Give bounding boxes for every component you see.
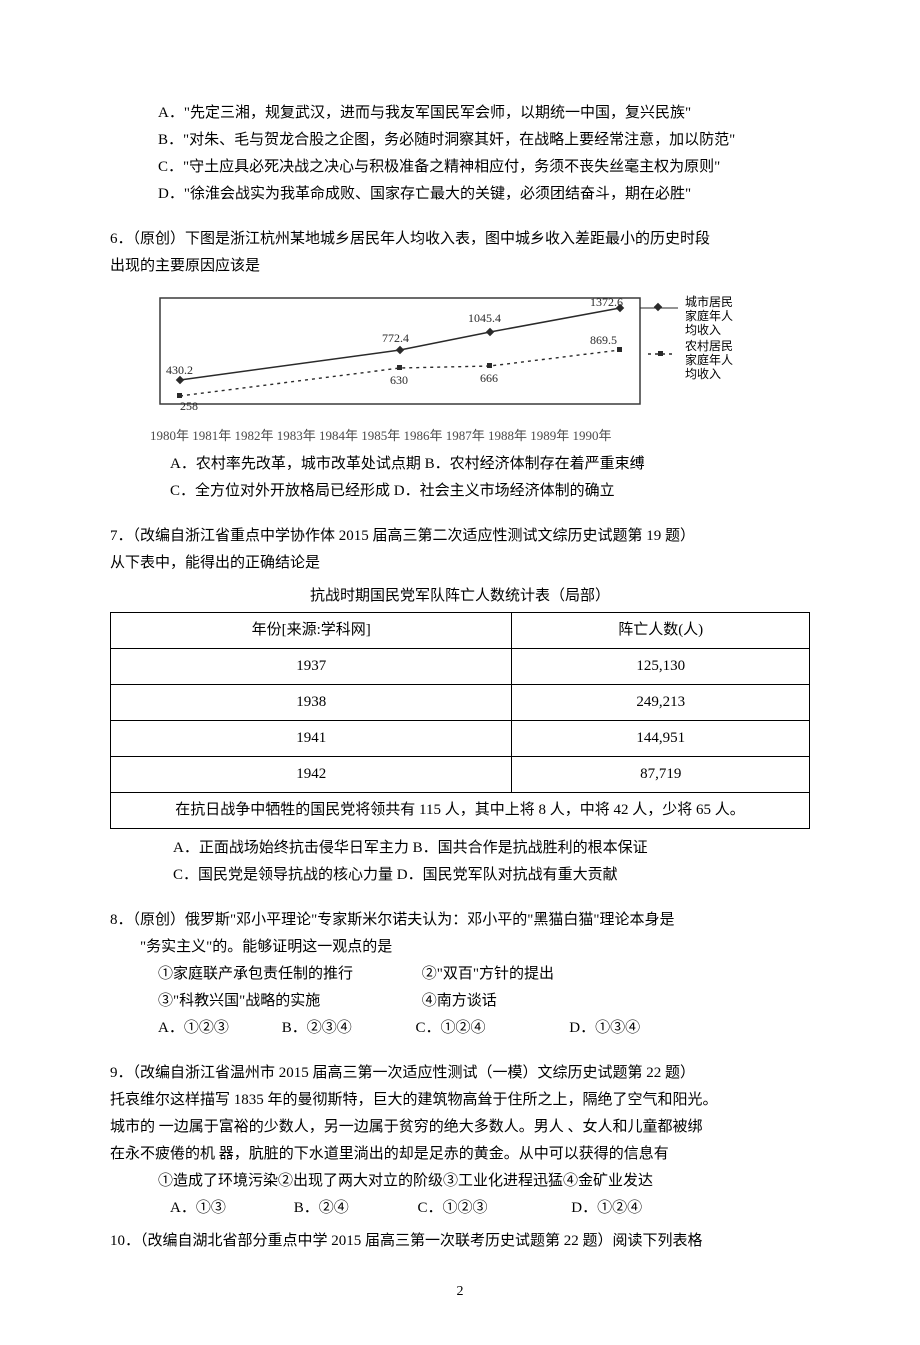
q7-stem-2: 从下表中，能得出的正确结论是 [110,550,810,577]
svg-text:城市居民: 城市居民 [685,294,733,309]
q7-opts-2: C．国民党是领导抗战的核心力量 D．国民党军队对抗战有重大贡献 [110,862,810,889]
q8-items-row1: ①家庭联产承包责任制的推行 ②"双百"方针的提出 [110,961,810,988]
table-row: 1938 249,213 [111,685,810,721]
q7-table: 年份[来源:学科网] 阵亡人数(人) 1937 125,130 1938 249… [110,612,810,829]
cell-year: 1941 [111,721,512,757]
svg-text:农村居民: 农村居民 [685,339,733,353]
q7-table-title: 抗战时期国民党军队阵亡人数统计表（局部） [110,583,810,610]
q9-body-1: 托哀维尔这样描写 1835 年的曼彻斯特，巨大的建筑物高耸于住所之上，隔绝了空气… [110,1087,810,1114]
page-number: 2 [110,1279,810,1304]
q9-items: ①造成了环境污染②出现了两大对立的阶级③工业化进程迅猛④金矿业发达 [110,1168,810,1195]
q5-opt-c: C．"守土应具必死决战之决心与积极准备之精神相应付，务须不丧失丝毫主权为原则" [110,154,810,181]
q8-items-row2: ③"科教兴国"战略的实施 ④南方谈话 [110,988,810,1015]
q5-opt-b: B．"对朱、毛与贺龙合股之企图，务必随时洞察其奸，在战略上要经常注意，加以防范" [110,127,810,154]
q8-item-4: ④南方谈话 [422,988,497,1015]
q8-stem-1: 8．（原创）俄罗斯"邓小平理论"专家斯米尔诺夫认为：邓小平的"黑猫白猫"理论本身… [110,907,810,934]
q9-body-2: 城市的 一边属于富裕的少数人，另一边属于贫穷的绝大多数人。男人 、女人和儿童都被… [110,1114,810,1141]
cell-year: 1938 [111,685,512,721]
table-note: 在抗日战争中牺牲的国民党将领共有 115 人，其中上将 8 人，中将 42 人，… [111,793,810,829]
cell-year: 1937 [111,649,512,685]
q9-abcd: A．①③ B．②④ C．①②③ D．①②④ [110,1195,810,1222]
svg-text:1045.4: 1045.4 [468,311,501,325]
q8-opt-d: D．①③④ [569,1015,640,1042]
q6-opts-2: C．全方位对外开放格局已经形成 D．社会主义市场经济体制的确立 [110,478,810,505]
svg-text:1372.6: 1372.6 [590,295,623,309]
cell-count: 144,951 [512,721,810,757]
q8-stem-2: "务实主义"的。能够证明这一观点的是 [110,934,810,961]
q9-opt-a: A．①③ [170,1195,290,1222]
svg-text:家庭年人: 家庭年人 [685,352,733,367]
svg-text:630: 630 [390,373,408,387]
q10-stem: 10．（改编自湖北省部分重点中学 2015 届高三第一次联考历史试题第 22 题… [110,1228,810,1255]
q5-opt-a: A．"先定三湘，规复武汉，进而与我友军国民军会师，以期统一中国，复兴民族" [110,100,810,127]
q8-opt-a: A．①②③ [158,1015,278,1042]
svg-text:666: 666 [480,371,498,385]
svg-text:772.4: 772.4 [382,331,409,345]
q6-stem-1: 6．（原创）下图是浙江杭州某地城乡居民年人均收入表，图中城乡收入差距最小的历史时… [110,226,810,253]
cell-year: 1942 [111,757,512,793]
q7-stem-1: 7．（改编自浙江省重点中学协作体 2015 届高三第二次适应性测试文综历史试题第… [110,523,810,550]
q7-opts-1: A．正面战场始终抗击侵华日军主力 B．国共合作是抗战胜利的根本保证 [110,835,810,862]
q8-item-2: ②"双百"方针的提出 [422,961,554,988]
q9-stem-1: 9．（改编自浙江省温州市 2015 届高三第一次适应性测试（一模）文综历史试题第… [110,1060,810,1087]
q6-opts-1: A．农村率先改革，城市改革处试点期 B．农村经济体制存在着严重束缚 [110,451,810,478]
q5-opt-d: D．"徐淮会战实为我革命成败、国家存亡最大的关键，必须团结奋斗，期在必胜" [110,181,810,208]
svg-text:869.5: 869.5 [590,333,617,347]
q8-opt-b: B．②③④ [282,1015,412,1042]
q8-abcd: A．①②③ B．②③④ C．①②④ D．①③④ [110,1015,810,1042]
svg-text:258: 258 [180,399,198,413]
q5-options: A．"先定三湘，规复武汉，进而与我友军国民军会师，以期统一中国，复兴民族" B．… [110,100,810,208]
q9-body-3: 在永不疲倦的机 器，肮脏的下水道里淌出的却是足赤的黄金。从中可以获得的信息有 [110,1141,810,1168]
q6-chart-caption: 1980年 1981年 1982年 1983年 1984年 1985年 1986… [150,424,770,447]
table-row: 1942 87,719 [111,757,810,793]
table-note-row: 在抗日战争中牺牲的国民党将领共有 115 人，其中上将 8 人，中将 42 人，… [111,793,810,829]
svg-text:均收入: 均收入 [685,323,721,337]
cell-count: 87,719 [512,757,810,793]
q8-item-3: ③"科教兴国"战略的实施 [158,988,418,1015]
table-header-row: 年份[来源:学科网] 阵亡人数(人) [111,613,810,649]
q9-opt-c: C．①②③ [418,1195,568,1222]
q8: 8．（原创）俄罗斯"邓小平理论"专家斯米尔诺夫认为：邓小平的"黑猫白猫"理论本身… [110,907,810,1042]
svg-text:家庭年人: 家庭年人 [685,308,733,323]
q6-stem-2: 出现的主要原因应该是 [110,253,810,280]
cell-count: 249,213 [512,685,810,721]
q10: 10．（改编自湖北省部分重点中学 2015 届高三第一次联考历史试题第 22 题… [110,1228,810,1255]
page-root: A．"先定三湘，规复武汉，进而与我友军国民军会师，以期统一中国，复兴民族" B．… [0,0,920,1345]
q7: 7．（改编自浙江省重点中学协作体 2015 届高三第二次适应性测试文综历史试题第… [110,523,810,889]
q8-item-1: ①家庭联产承包责任制的推行 [158,961,418,988]
cell-count: 125,130 [512,649,810,685]
th-count: 阵亡人数(人) [512,613,810,649]
q9-opt-b: B．②④ [294,1195,414,1222]
th-year: 年份[来源:学科网] [111,613,512,649]
table-row: 1941 144,951 [111,721,810,757]
svg-text:均收入: 均收入 [685,367,721,381]
q6: 6．（原创）下图是浙江杭州某地城乡居民年人均收入表，图中城乡收入差距最小的历史时… [110,226,810,505]
table-row: 1937 125,130 [111,649,810,685]
q9-opt-d: D．①②④ [571,1195,642,1222]
q9: 9．（改编自浙江省温州市 2015 届高三第一次适应性测试（一模）文综历史试题第… [110,1060,810,1222]
svg-text:430.2: 430.2 [166,363,193,377]
q6-chart: 430.2 258 772.4 630 1045.4 666 1372.6 86… [150,292,770,447]
q8-opt-c: C．①②④ [416,1015,566,1042]
